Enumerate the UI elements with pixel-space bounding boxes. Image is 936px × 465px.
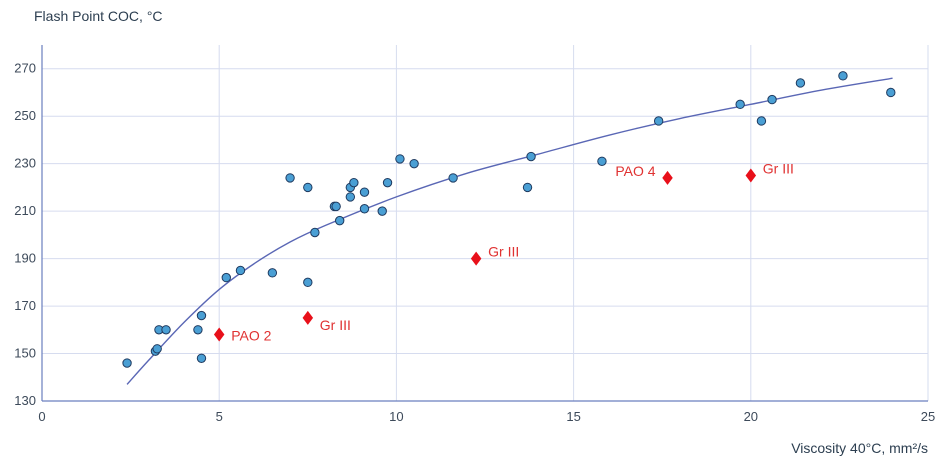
data-point xyxy=(526,151,536,162)
highlight-point-label: Gr III xyxy=(488,244,519,260)
y-tick-label: 250 xyxy=(14,108,36,123)
x-tick-label: 15 xyxy=(566,409,580,424)
data-point xyxy=(334,215,345,226)
data-point xyxy=(152,344,162,354)
data-point xyxy=(377,206,387,216)
data-point xyxy=(235,265,246,276)
data-point xyxy=(886,87,896,98)
data-point xyxy=(653,116,664,126)
data-point xyxy=(395,154,405,164)
data-point xyxy=(285,173,295,183)
y-tick-label: 130 xyxy=(14,393,36,408)
data-point xyxy=(795,78,806,88)
data-point xyxy=(267,268,278,278)
y-tick-label: 170 xyxy=(14,298,36,313)
data-point xyxy=(522,182,533,193)
data-point xyxy=(193,325,203,335)
x-axis-title: Viscosity 40°C, mm²/s xyxy=(791,440,928,456)
data-point xyxy=(349,177,359,188)
y-tick-label: 210 xyxy=(14,203,36,218)
highlight-point xyxy=(302,310,314,325)
highlight-point xyxy=(470,251,482,266)
data-point xyxy=(122,358,132,368)
highlight-point-label: Gr III xyxy=(763,161,794,177)
data-point xyxy=(359,204,370,214)
highlight-point xyxy=(662,170,673,185)
data-point xyxy=(767,94,777,105)
data-point xyxy=(303,277,313,288)
highlight-point-label: PAO 4 xyxy=(615,163,655,179)
data-point xyxy=(303,182,313,193)
data-point xyxy=(756,116,767,126)
y-tick-label: 230 xyxy=(14,156,36,171)
x-tick-label: 5 xyxy=(216,409,223,424)
x-tick-label: 25 xyxy=(921,409,935,424)
data-point xyxy=(331,201,341,212)
data-point xyxy=(382,177,393,188)
data-point xyxy=(345,192,356,202)
x-tick-label: 10 xyxy=(389,409,403,424)
data-point xyxy=(310,227,320,238)
data-point xyxy=(597,156,607,166)
data-point xyxy=(196,310,207,321)
data-point xyxy=(221,272,231,283)
highlight-point-label: PAO 2 xyxy=(231,328,271,344)
data-point xyxy=(735,99,745,110)
data-point xyxy=(359,187,370,197)
y-tick-label: 150 xyxy=(14,346,36,361)
highlight-point xyxy=(745,168,757,183)
y-tick-label: 190 xyxy=(14,251,36,266)
x-tick-label: 0 xyxy=(38,409,45,424)
data-point xyxy=(448,173,458,183)
highlight-point xyxy=(213,327,225,342)
highlight-point-label: Gr III xyxy=(320,317,351,333)
y-tick-label: 270 xyxy=(14,61,36,76)
data-point xyxy=(838,71,848,81)
y-axis-title: Flash Point COC, °C xyxy=(34,8,163,24)
x-tick-label: 20 xyxy=(744,409,758,424)
data-point xyxy=(161,325,171,335)
data-point xyxy=(196,353,207,363)
data-point xyxy=(409,158,419,169)
